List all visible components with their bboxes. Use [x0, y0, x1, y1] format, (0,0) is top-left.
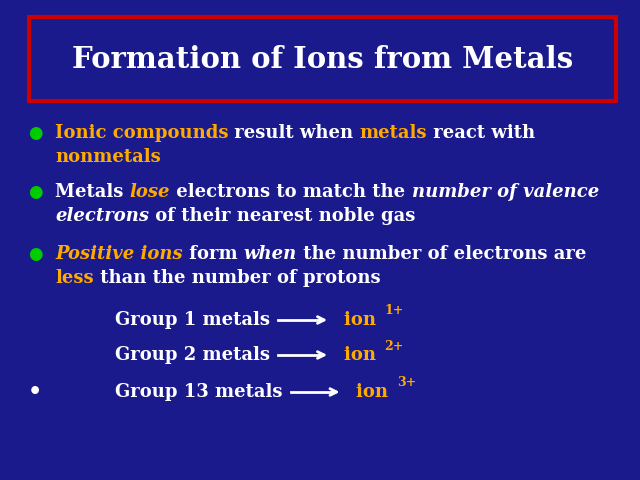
Text: ●: ● [28, 245, 42, 263]
Text: 2+: 2+ [384, 339, 404, 352]
Text: react with: react with [428, 124, 536, 142]
Text: 3+: 3+ [397, 376, 416, 389]
Text: less: less [55, 269, 93, 287]
Text: electrons: electrons [55, 207, 149, 225]
Text: lose: lose [130, 183, 170, 201]
Text: metals: metals [360, 124, 428, 142]
Text: of their nearest noble gas: of their nearest noble gas [149, 207, 415, 225]
Text: than the number of protons: than the number of protons [93, 269, 380, 287]
Text: ion: ion [344, 311, 382, 329]
Text: number of valence: number of valence [412, 183, 599, 201]
Text: nonmetals: nonmetals [55, 148, 161, 166]
Text: ●: ● [28, 124, 42, 142]
Text: •: • [28, 382, 42, 402]
Text: 1+: 1+ [384, 304, 404, 317]
FancyBboxPatch shape [29, 17, 616, 101]
Text: Group 13 metals: Group 13 metals [115, 383, 282, 401]
Text: result when: result when [228, 124, 360, 142]
Text: Group 1 metals: Group 1 metals [115, 311, 270, 329]
Text: Formation of Ions from Metals: Formation of Ions from Metals [72, 45, 573, 73]
Text: electrons to match the: electrons to match the [170, 183, 412, 201]
Text: the number of electrons are: the number of electrons are [297, 245, 586, 263]
Text: ●: ● [28, 183, 42, 201]
Text: Ionic compounds: Ionic compounds [55, 124, 228, 142]
Text: ion: ion [344, 346, 382, 364]
Text: form: form [182, 245, 243, 263]
Text: Positive ions: Positive ions [55, 245, 182, 263]
Text: ion: ion [356, 383, 395, 401]
Text: when: when [243, 245, 297, 263]
Text: Group 2 metals: Group 2 metals [115, 346, 270, 364]
Text: Metals: Metals [55, 183, 130, 201]
